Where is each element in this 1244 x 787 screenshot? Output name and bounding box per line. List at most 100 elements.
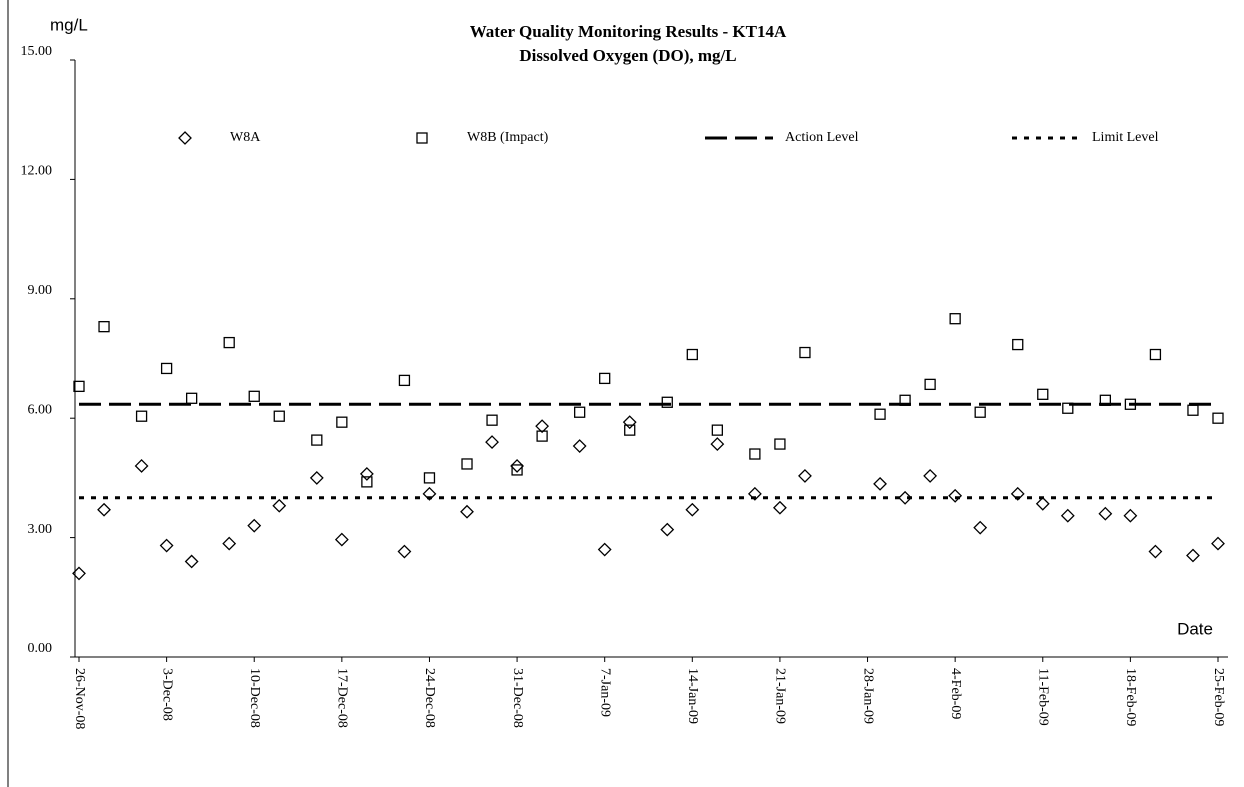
- point: [574, 406, 586, 418]
- chart-title: Water Quality Monitoring Results - KT14A: [470, 22, 787, 41]
- point: [336, 416, 348, 428]
- y-tick-label: 12.00: [21, 164, 53, 179]
- point: [135, 410, 148, 422]
- x-tick-label: 7-Jan-09: [597, 668, 612, 717]
- point: [597, 542, 612, 557]
- x-tick-label: 18-Feb-09: [1123, 668, 1138, 726]
- point: [747, 486, 762, 501]
- point: [974, 406, 986, 418]
- x-axis-label: Date: [1177, 619, 1213, 638]
- y-axis-label: mg/L: [50, 15, 88, 34]
- point: [97, 502, 111, 517]
- point: [599, 372, 611, 385]
- point: [773, 500, 787, 515]
- point: [1211, 536, 1225, 551]
- point: [510, 459, 524, 473]
- point: [486, 414, 498, 426]
- point: [1035, 496, 1050, 511]
- legend-label: W8A: [230, 130, 261, 145]
- point: [248, 390, 260, 402]
- x-tick-label: 28-Jan-09: [860, 668, 875, 724]
- x-tick-label: 14-Jan-09: [685, 668, 700, 724]
- legend-marker: [178, 131, 192, 145]
- point: [686, 348, 698, 361]
- point: [485, 435, 499, 449]
- point: [511, 464, 523, 476]
- point: [134, 459, 149, 473]
- point: [359, 467, 374, 481]
- point: [272, 498, 287, 513]
- point: [799, 346, 811, 359]
- point: [184, 554, 199, 569]
- point: [536, 430, 548, 442]
- point: [273, 410, 285, 422]
- point: [1187, 404, 1199, 416]
- point: [1212, 412, 1224, 424]
- point: [222, 536, 237, 551]
- point: [1149, 348, 1162, 361]
- y-tick-label: 3.00: [28, 522, 53, 537]
- point: [622, 415, 637, 430]
- point: [973, 520, 988, 535]
- point: [1123, 508, 1138, 523]
- legend-label: W8B (Impact): [467, 130, 549, 145]
- point: [311, 434, 323, 446]
- point: [422, 486, 437, 501]
- point: [1060, 508, 1075, 523]
- point: [874, 408, 886, 420]
- x-tick-label: 11-Feb-09: [1036, 668, 1051, 726]
- point: [1012, 338, 1024, 351]
- point: [1062, 402, 1074, 414]
- y-tick-label: 15.00: [21, 44, 53, 59]
- point: [624, 424, 636, 436]
- point: [460, 504, 474, 519]
- point: [798, 468, 812, 483]
- point: [461, 458, 473, 470]
- point: [309, 470, 324, 485]
- point: [334, 532, 349, 547]
- x-tick-label: 10-Dec-08: [247, 668, 262, 728]
- point: [73, 380, 85, 393]
- point: [711, 424, 723, 436]
- point: [98, 321, 110, 333]
- point: [924, 378, 936, 391]
- legend-marker: [416, 132, 428, 144]
- point: [923, 468, 938, 483]
- x-tick-label: 26-Nov-08: [72, 668, 87, 729]
- point: [949, 313, 961, 325]
- point: [1037, 388, 1049, 400]
- point: [247, 518, 262, 533]
- point: [223, 336, 235, 349]
- y-tick-label: 6.00: [28, 402, 53, 417]
- point: [160, 362, 173, 375]
- point: [361, 476, 373, 488]
- x-tick-label: 24-Dec-08: [422, 668, 437, 728]
- point: [774, 438, 786, 450]
- x-tick-label: 21-Jan-09: [773, 668, 788, 724]
- point: [1098, 506, 1113, 521]
- point: [72, 566, 86, 581]
- point: [535, 419, 550, 434]
- point: [661, 396, 673, 408]
- point: [159, 538, 174, 553]
- y-tick-label: 0.00: [28, 641, 53, 656]
- point: [185, 392, 198, 404]
- x-tick-label: 25-Feb-09: [1211, 668, 1226, 726]
- legend-label: Limit Level: [1092, 130, 1159, 145]
- point: [1186, 548, 1200, 563]
- point: [685, 502, 700, 517]
- chart-subtitle: Dissolved Oxygen (DO), mg/L: [519, 46, 736, 65]
- point: [398, 374, 411, 387]
- x-tick-label: 4-Feb-09: [948, 668, 963, 719]
- x-tick-label: 17-Dec-08: [335, 668, 350, 728]
- point: [1148, 544, 1163, 559]
- y-tick-label: 9.00: [28, 283, 53, 298]
- x-tick-label: 3-Dec-08: [159, 668, 174, 721]
- point: [873, 476, 887, 491]
- point: [397, 544, 412, 559]
- point: [423, 472, 436, 484]
- x-tick-label: 31-Dec-08: [510, 668, 525, 728]
- point: [749, 448, 761, 460]
- point: [898, 490, 913, 505]
